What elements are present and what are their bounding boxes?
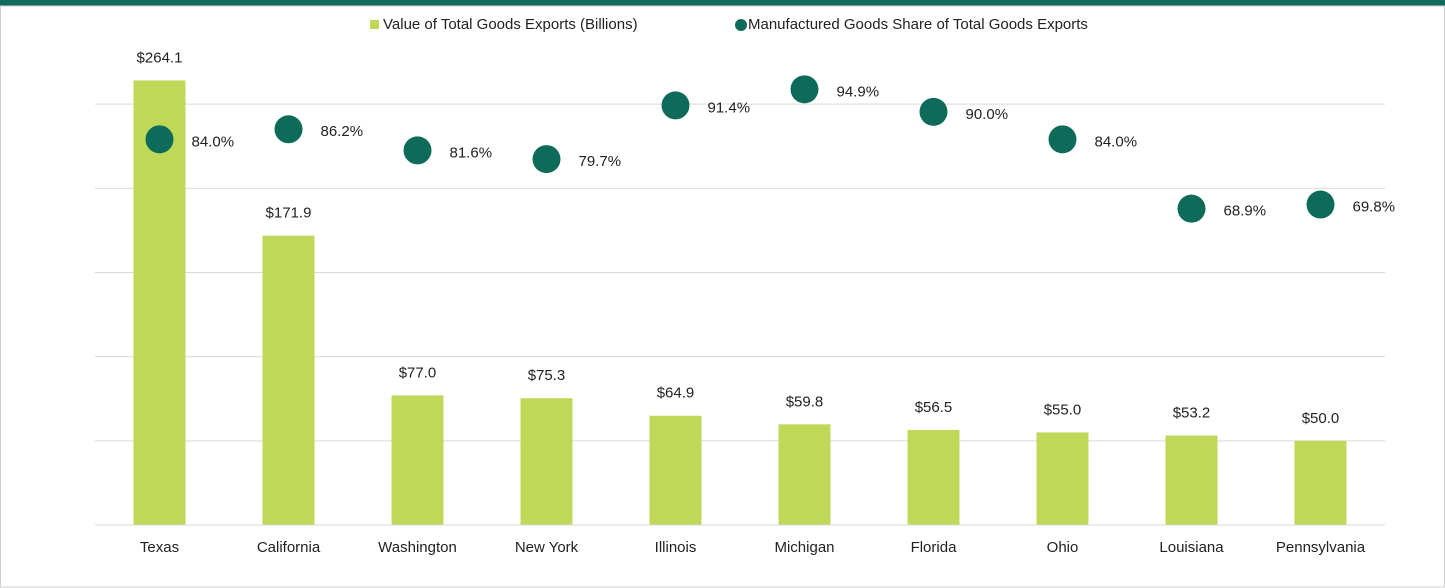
bar (262, 235, 315, 525)
data-label: $53.2 (1173, 404, 1211, 421)
data-label: 86.2% (321, 123, 364, 140)
bar (1165, 435, 1218, 525)
dot (661, 91, 690, 120)
x-tick-label: Ohio (1047, 539, 1079, 556)
data-label: $59.8 (786, 393, 824, 410)
data-label: $55.0 (1044, 401, 1082, 418)
data-label: 84.0% (192, 133, 235, 150)
x-tick-label: New York (515, 539, 579, 556)
bar (133, 80, 186, 525)
x-tick-label: Louisiana (1159, 539, 1224, 556)
data-label: $77.0 (399, 364, 437, 381)
legend-label: Manufactured Goods Share of Total Goods … (748, 16, 1088, 33)
data-label: 79.7% (579, 153, 622, 170)
data-label: $56.5 (915, 399, 953, 416)
data-label: 91.4% (708, 99, 751, 116)
bar (1036, 432, 1089, 525)
dot (274, 115, 303, 144)
dot (790, 75, 819, 104)
frame (0, 5, 1445, 588)
data-label: 68.9% (1224, 203, 1267, 220)
data-label: 81.6% (450, 144, 493, 161)
data-label: 90.0% (966, 106, 1009, 123)
bar (907, 429, 960, 525)
data-label: 69.8% (1353, 199, 1396, 216)
x-tick-label: Michigan (774, 539, 834, 556)
x-tick-label: Illinois (655, 539, 697, 556)
x-tick-label: Washington (378, 539, 457, 556)
dot (1306, 190, 1335, 219)
bar (1294, 440, 1347, 525)
dot (532, 145, 561, 174)
data-label: $64.9 (657, 385, 695, 402)
bar (649, 415, 702, 525)
dot (1177, 194, 1206, 223)
data-label: 84.0% (1095, 133, 1138, 150)
data-label: 94.9% (837, 83, 880, 100)
x-tick-label: Texas (140, 539, 179, 556)
x-tick-label: California (257, 539, 321, 556)
data-label: $50.0 (1302, 410, 1340, 427)
dot (919, 97, 948, 126)
dot (403, 136, 432, 165)
bar (391, 395, 444, 525)
dot (145, 125, 174, 154)
data-label: $75.3 (528, 367, 566, 384)
x-tick-label: Pennsylvania (1276, 539, 1366, 556)
top-band (0, 0, 1445, 6)
dot (1048, 125, 1077, 154)
data-label: $171.9 (266, 205, 312, 222)
legend-swatch (370, 20, 379, 29)
data-label: $264.1 (137, 49, 183, 66)
x-tick-label: Florida (911, 539, 958, 556)
legend-swatch (735, 19, 747, 31)
bar (778, 424, 831, 525)
legend-label: Value of Total Goods Exports (Billions) (383, 16, 638, 33)
bar (520, 398, 573, 525)
